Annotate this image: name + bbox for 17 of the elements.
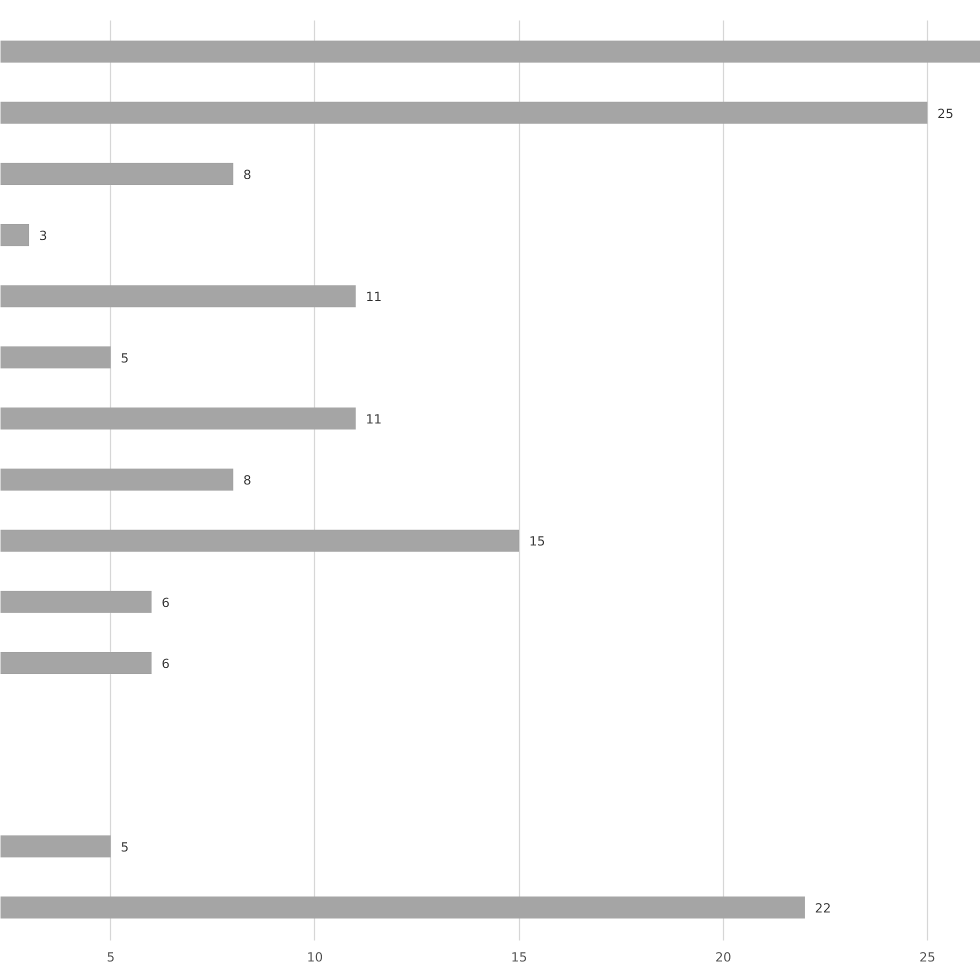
data-label: 22 [814, 900, 832, 916]
data-label: 11 [366, 289, 382, 304]
data-label: 8 [243, 472, 252, 488]
x-tick-label: 5 [106, 950, 115, 964]
x-tick-label: 20 [715, 950, 732, 964]
data-label: 15 [529, 534, 546, 549]
data-label: 11 [366, 411, 382, 426]
data-label: 25 [937, 106, 954, 121]
data-label: 8 [243, 166, 252, 182]
data-label: 5 [120, 350, 129, 366]
data-label: 6 [162, 656, 170, 671]
data-label: 5 [120, 839, 129, 854]
x-tick-label: 25 [919, 950, 936, 964]
data-label: 3 [39, 228, 48, 244]
x-tick-label: 15 [511, 950, 528, 964]
data-label: 6 [162, 594, 170, 610]
x-tick-label: 10 [306, 950, 323, 964]
